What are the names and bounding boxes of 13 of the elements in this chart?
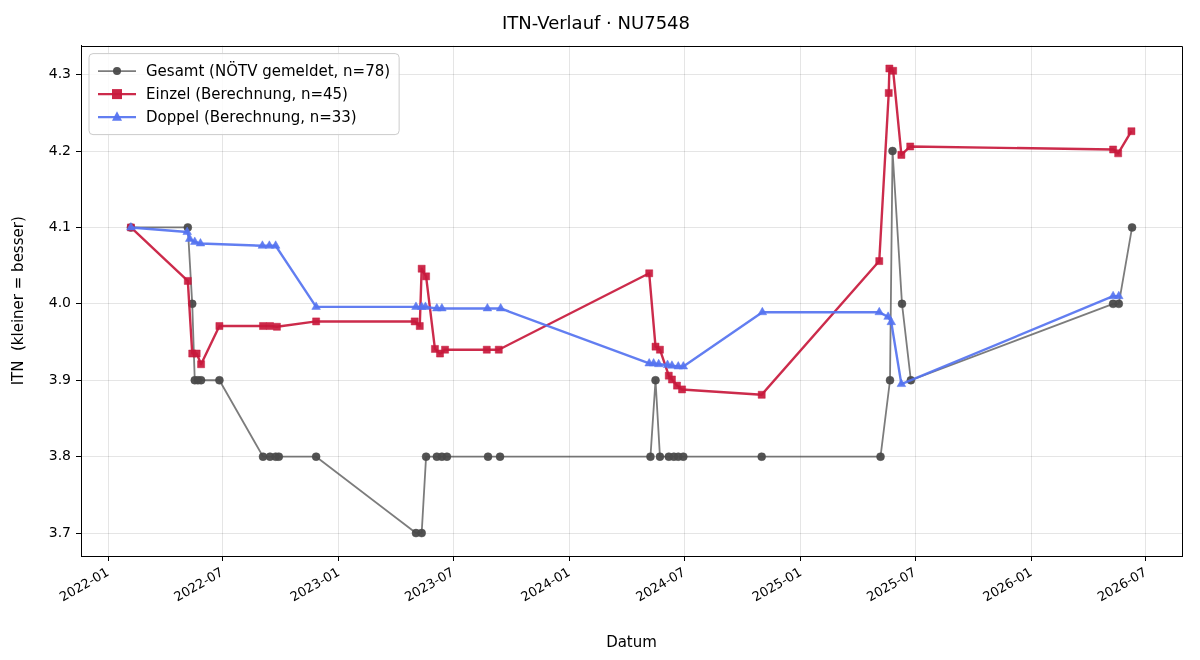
y-tick-label: 4.3 — [48, 65, 71, 82]
y-tick-label: 3.7 — [48, 523, 71, 540]
y-tick-label: 3.9 — [48, 370, 71, 387]
legend-label: Gesamt (NÖTV gemeldet, n=78) — [146, 60, 391, 80]
y-tick-label: 3.8 — [48, 447, 71, 464]
y-tick-label: 4.0 — [48, 294, 71, 311]
y-axis-title: ITN (kleiner = besser) — [8, 216, 27, 386]
y-tick-label: 4.2 — [48, 141, 71, 158]
legend-label: Doppel (Berechnung, n=33) — [146, 107, 357, 126]
x-axis-title: Datum — [606, 632, 657, 651]
legend-label: Einzel (Berechnung, n=45) — [146, 84, 348, 103]
chart-title: ITN-Verlauf · NU7548 — [502, 12, 690, 34]
y-tick-label: 4.1 — [48, 218, 71, 235]
